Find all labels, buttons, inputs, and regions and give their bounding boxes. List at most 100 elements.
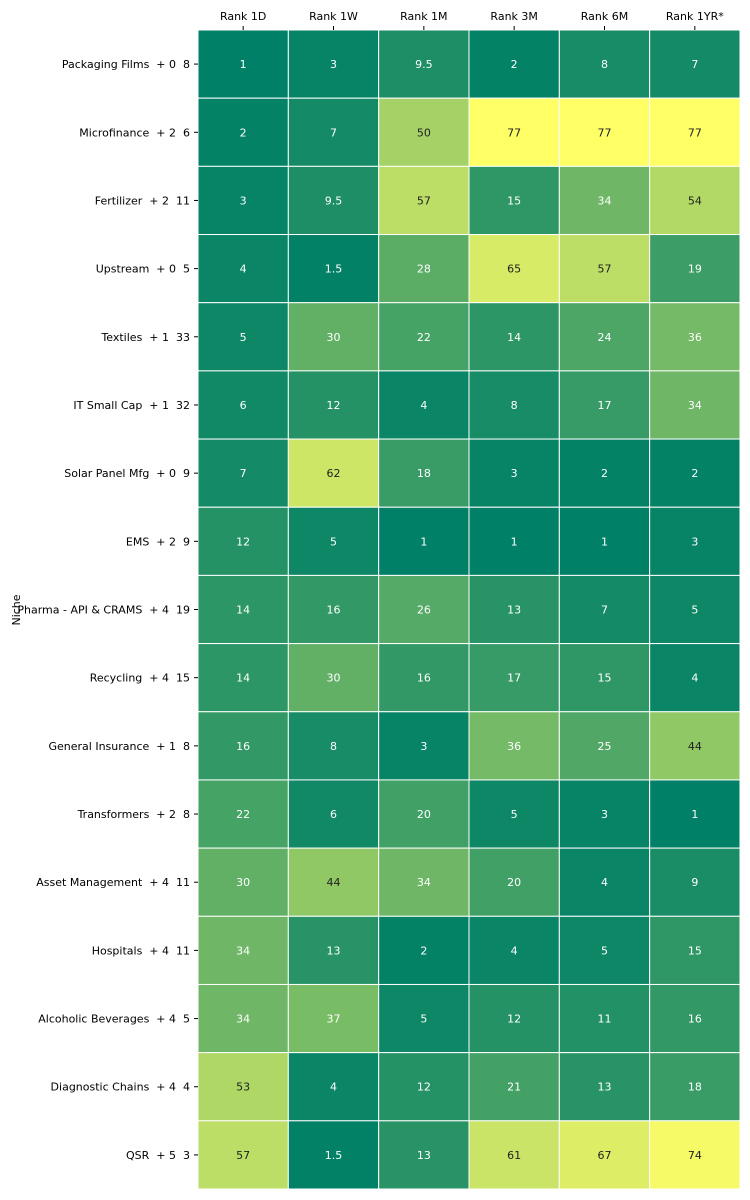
- heatmap-cell: [649, 1120, 741, 1190]
- column-label: Rank 3M: [490, 10, 537, 23]
- cell-value-label: 11: [598, 1013, 612, 1026]
- heatmap-cell: [649, 847, 741, 917]
- cell-value-label: 18: [688, 1081, 702, 1094]
- column-label: Rank 1D: [220, 10, 266, 23]
- cell-value-label: 9: [691, 876, 698, 889]
- heatmap-cell: [287, 574, 380, 645]
- cell-value-label: 65: [507, 263, 521, 276]
- row-label: Diagnostic Chains + 4 4: [51, 1081, 190, 1094]
- heatmap-cell: [197, 847, 289, 917]
- cell-value-label: 17: [507, 672, 521, 685]
- cell-value-label: 3: [330, 58, 337, 71]
- cell-value-label: 9.5: [415, 58, 433, 71]
- cell-value-label: 62: [327, 467, 341, 480]
- cell-value-label: 18: [417, 467, 431, 480]
- cell-value-label: 13: [327, 944, 341, 957]
- heatmap-cell: [378, 438, 470, 508]
- cell-value-label: 12: [417, 1081, 431, 1094]
- cell-value-label: 57: [417, 194, 431, 207]
- cell-value-label: 3: [601, 808, 608, 821]
- cell-value-label: 36: [688, 331, 702, 344]
- cell-value-label: 15: [598, 672, 612, 685]
- cell-value-label: 8: [330, 740, 337, 753]
- heatmap-cell: [378, 779, 470, 849]
- cell-value-label: 4: [240, 263, 247, 276]
- heatmap-cell: [558, 302, 651, 372]
- cell-value-label: 13: [417, 1149, 431, 1162]
- heatmap-cell: [558, 574, 651, 645]
- cell-value-label: 3: [511, 467, 518, 480]
- heatmap-cell: [378, 165, 470, 236]
- cell-value-label: 2: [691, 467, 698, 480]
- heatmap-cell: [468, 302, 560, 372]
- cell-value-label: 61: [507, 1149, 521, 1162]
- heatmap-cell: [287, 165, 380, 236]
- cell-value-label: 2: [420, 944, 427, 957]
- cell-value-label: 12: [327, 399, 341, 412]
- row-label: Transformers + 2 8: [77, 808, 190, 821]
- y-axis-label: Niche: [10, 594, 23, 625]
- heatmap-cell: [468, 847, 560, 917]
- row-label: QSR + 5 3: [126, 1149, 190, 1162]
- heatmap-cell: [197, 711, 289, 781]
- heatmap-cell: [468, 711, 560, 781]
- cell-value-label: 1: [240, 58, 247, 71]
- heatmap-cell: [378, 1120, 470, 1190]
- heatmap-cell: [649, 983, 741, 1054]
- cell-value-label: 4: [420, 399, 427, 412]
- column-label: Rank 1M: [400, 10, 447, 23]
- cell-value-label: 1: [420, 535, 427, 548]
- cell-value-label: 1.5: [325, 263, 343, 276]
- cell-value-label: 22: [417, 331, 431, 344]
- row-label: Solar Panel Mfg + 0 9: [64, 467, 190, 480]
- heatmap-cell: [649, 643, 741, 713]
- cell-value-label: 19: [688, 263, 702, 276]
- heatmap-cell: [287, 915, 380, 985]
- cell-value-label: 15: [507, 194, 521, 207]
- cell-value-label: 53: [236, 1081, 250, 1094]
- heatmap-cell: [558, 438, 651, 508]
- cell-value-label: 57: [598, 263, 612, 276]
- row-label: Pharma - API & CRAMS + 4 19: [17, 604, 190, 617]
- row-label: Textiles + 1 33: [100, 331, 190, 344]
- cell-value-label: 7: [240, 467, 247, 480]
- cell-value-label: 16: [417, 672, 431, 685]
- cell-value-label: 77: [507, 126, 521, 139]
- cell-value-label: 5: [511, 808, 518, 821]
- cell-value-label: 26: [417, 604, 431, 617]
- column-label: Rank 6M: [581, 10, 628, 23]
- cell-value-label: 74: [688, 1149, 702, 1162]
- heatmap-cell: [197, 779, 289, 849]
- row-label: Asset Management + 4 11: [36, 876, 190, 889]
- heatmap-cell: [287, 438, 380, 508]
- row-label: Packaging Films + 0 8: [62, 58, 190, 71]
- cell-value-label: 34: [688, 399, 702, 412]
- heatmap-cell: [558, 711, 651, 781]
- row-label: Hospitals + 4 11: [92, 944, 190, 957]
- cell-value-label: 6: [240, 399, 247, 412]
- heatmap-cell: [649, 370, 741, 440]
- cell-value-label: 30: [236, 876, 250, 889]
- heatmap-cell: [197, 234, 289, 304]
- cell-value-label: 9.5: [325, 194, 343, 207]
- row-label: Upstream + 0 5: [96, 263, 190, 276]
- row-label: IT Small Cap + 1 32: [73, 399, 190, 412]
- cell-value-label: 34: [236, 1013, 250, 1026]
- cell-value-label: 20: [417, 808, 431, 821]
- cell-value-label: 37: [327, 1013, 341, 1026]
- heatmap-cell: [649, 97, 741, 167]
- heatmap-cell: [649, 574, 741, 645]
- heatmap-cell: [378, 574, 470, 645]
- cell-value-label: 24: [598, 331, 612, 344]
- heatmap-cell: [468, 643, 560, 713]
- heatmap-cell: [649, 506, 741, 576]
- cell-value-label: 21: [507, 1081, 521, 1094]
- cell-value-label: 44: [688, 740, 702, 753]
- heatmap-cell: [197, 97, 289, 167]
- heatmap-cell: [649, 165, 741, 236]
- heatmap-cell: [468, 574, 560, 645]
- cell-value-label: 67: [598, 1149, 612, 1162]
- cell-value-label: 12: [507, 1013, 521, 1026]
- cell-value-label: 13: [598, 1081, 612, 1094]
- cell-value-label: 2: [511, 58, 518, 71]
